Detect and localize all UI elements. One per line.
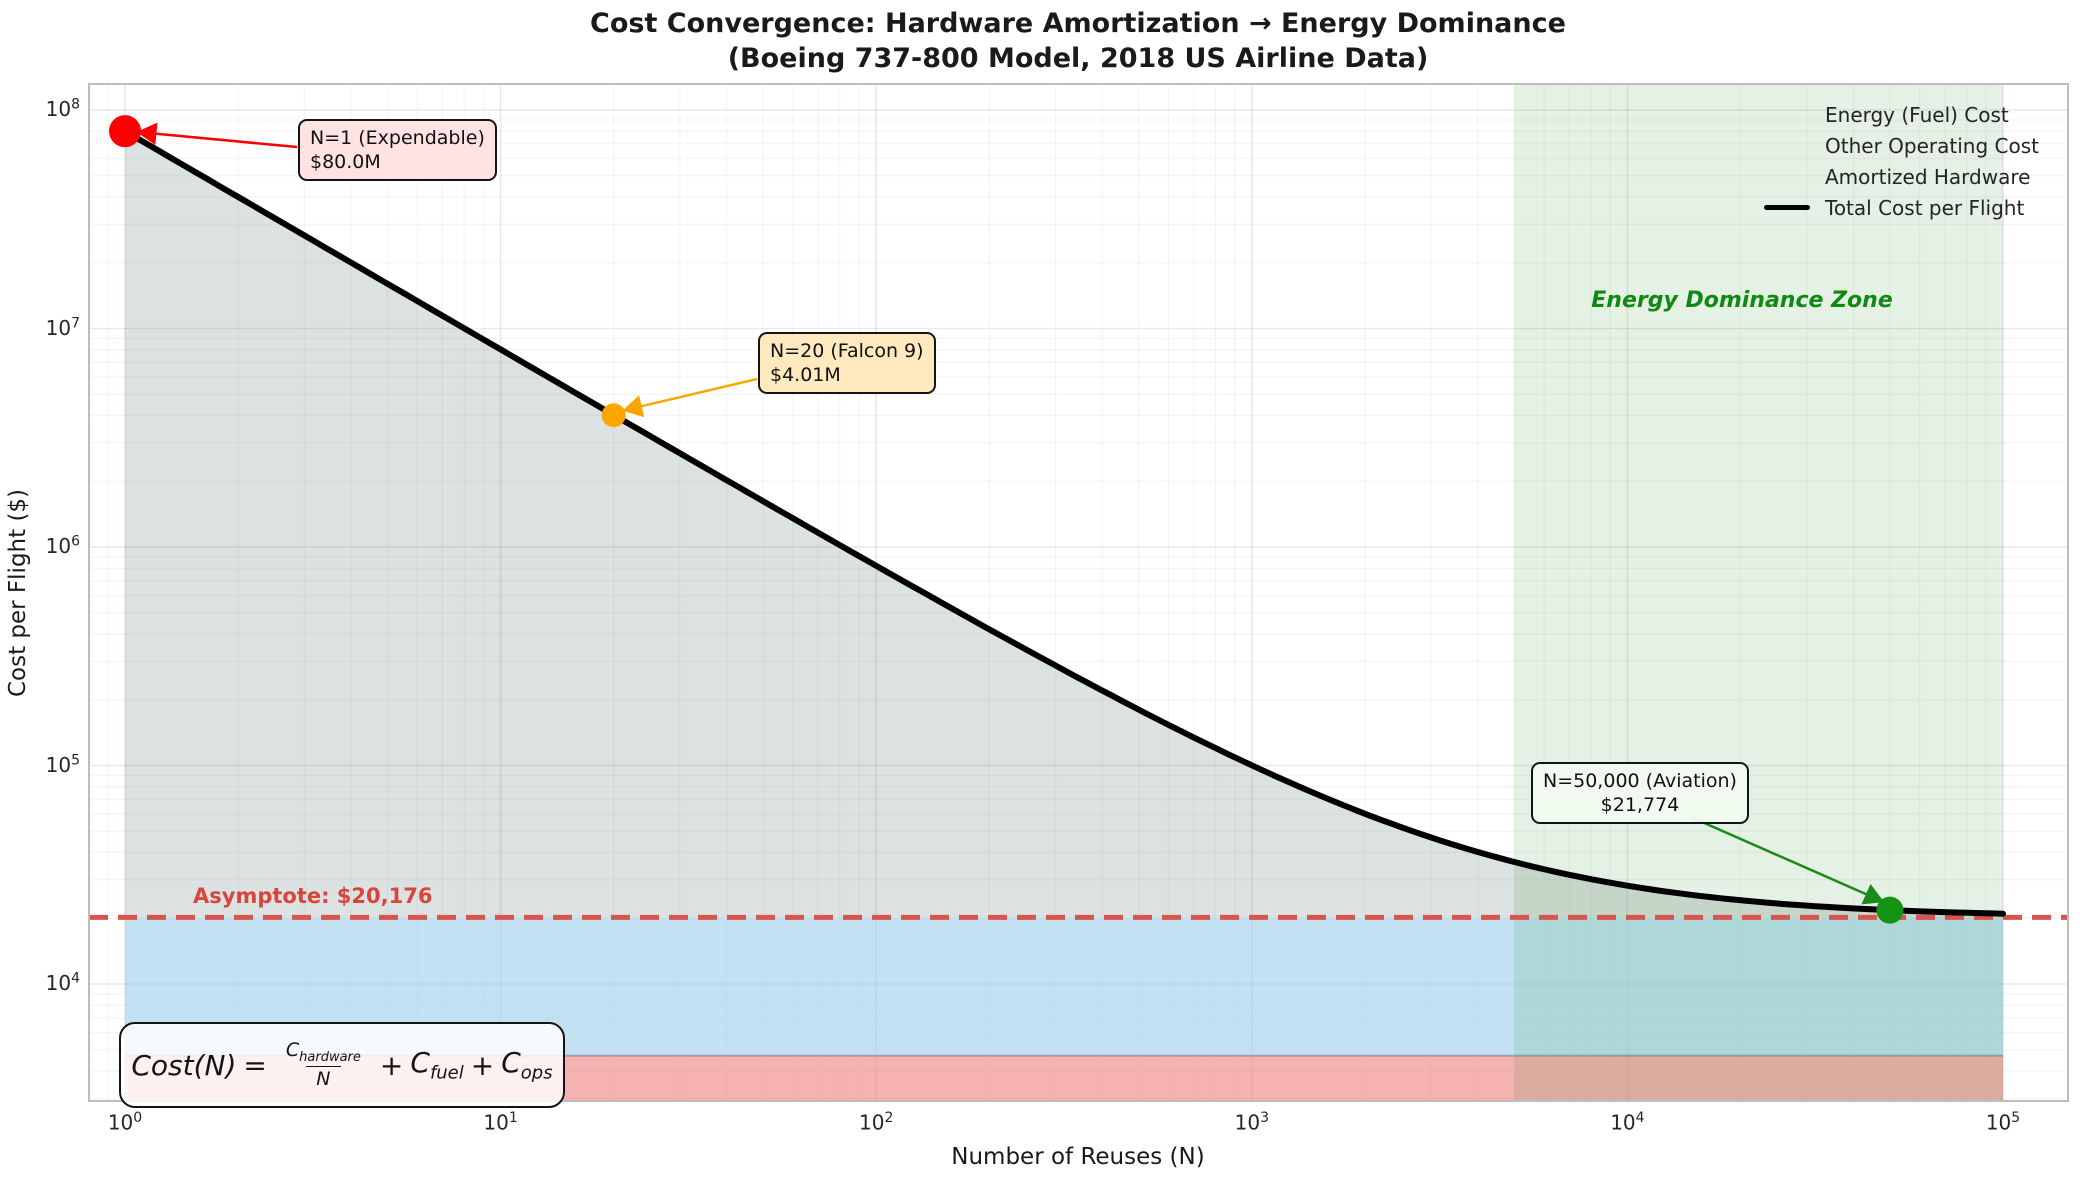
x-tick-label: 105 — [1985, 1110, 2021, 1135]
annotation-falcon9: N=20 (Falcon 9) $4.01M — [758, 332, 936, 394]
amortized-hardware-swatch — [1764, 167, 1810, 186]
formula-term-ops: Cops — [501, 1046, 553, 1084]
x-tick-label: 104 — [1610, 1110, 1645, 1135]
energy-dominance-zone-label: Energy Dominance Zone — [1591, 288, 1893, 313]
energy-dominance-zone — [1514, 84, 2003, 1101]
annotation-falcon9-title: N=20 (Falcon 9) — [770, 340, 924, 362]
legend-item-total: Total Cost per Flight — [1764, 192, 2039, 223]
x-tick-label: 100 — [107, 1110, 143, 1135]
y-tick-label: 105 — [45, 751, 80, 777]
annotation-aviation-value: $21,774 — [1600, 794, 1680, 816]
y-tick-label: 104 — [45, 970, 80, 996]
chart-title-line1: Cost Convergence: Hardware Amortization … — [590, 8, 1566, 39]
chart-title-line2: (Boeing 737-800 Model, 2018 US Airline D… — [727, 43, 1429, 74]
y-tick-label: 107 — [45, 314, 80, 340]
plot-border — [88, 83, 2069, 1102]
data-point-expendable — [109, 115, 141, 148]
legend-item-hardware: Amortized Hardware — [1764, 161, 2039, 192]
x-axis-label: Number of Reuses (N) — [951, 1144, 1205, 1170]
annotation-connector — [136, 122, 298, 149]
annotation-falcon9-value: $4.01M — [770, 364, 841, 386]
formula-equals: = — [243, 1048, 267, 1082]
data-point-aviation — [1876, 896, 1904, 924]
annotation-expendable-title: N=1 (Expendable) — [310, 127, 485, 149]
asymptote-label: Asymptote: $20,176 — [193, 884, 433, 908]
annotation-aviation: N=50,000 (Aviation) $21,774 — [1531, 762, 1749, 824]
annotation-aviation-title: N=50,000 (Aviation) — [1543, 770, 1737, 792]
annotation-expendable-value: $80.0M — [310, 151, 381, 173]
legend-label-total: Total Cost per Flight — [1825, 195, 2025, 220]
y-tick-label: 106 — [45, 533, 80, 559]
annotation-connector — [1692, 816, 1885, 905]
formula-term-fuel: Cfuel — [410, 1046, 464, 1084]
formula-plus1: + — [379, 1048, 404, 1082]
cost-formula: Cost(N) = Chardware N + Cfuel + Cops — [119, 1022, 565, 1108]
formula-lhs: Cost(N) — [131, 1048, 237, 1082]
legend-label-hardware: Amortized Hardware — [1825, 164, 2031, 189]
total-cost-line-swatch — [1764, 205, 1810, 210]
x-tick-label: 102 — [859, 1110, 894, 1135]
legend-label-energy: Energy (Fuel) Cost — [1825, 102, 2009, 127]
chart-title: Cost Convergence: Hardware Amortization … — [0, 6, 2084, 76]
x-tick-label: 101 — [483, 1110, 518, 1135]
formula-plus2: + — [470, 1048, 495, 1082]
legend: Energy (Fuel) Cost Other Operating Cost … — [1764, 99, 2039, 223]
x-axis-ticks: 100 101 102 103 104 105 — [0, 1110, 2084, 1144]
legend-item-energy: Energy (Fuel) Cost — [1764, 99, 2039, 130]
amortized-hardware-area — [125, 131, 2003, 918]
annotation-connector — [622, 377, 758, 418]
x-tick-label: 103 — [1234, 1110, 1269, 1135]
y-tick-label: 108 — [45, 96, 80, 122]
annotation-expendable: N=1 (Expendable) $80.0M — [298, 119, 497, 181]
y-axis-ticks: 104 105 106 107 108 — [0, 0, 80, 1186]
total-cost-curve — [122, 128, 2006, 917]
data-point-falcon9 — [601, 403, 626, 428]
formula-fraction: Chardware N — [285, 1038, 361, 1091]
legend-label-ops: Other Operating Cost — [1825, 133, 2039, 158]
energy-cost-swatch — [1764, 105, 1810, 124]
legend-item-ops: Other Operating Cost — [1764, 130, 2039, 161]
other-operating-cost-swatch — [1764, 136, 1810, 155]
